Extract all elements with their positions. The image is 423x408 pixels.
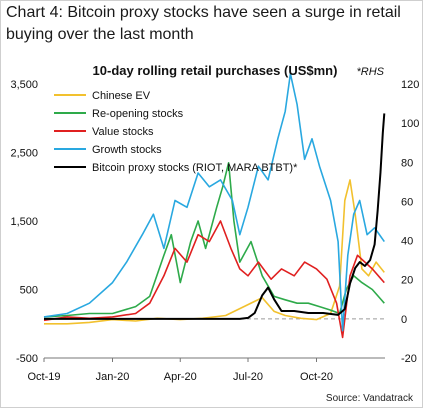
legend-label: Growth stocks [92,144,162,156]
figure-title-line-1: Chart 4: Bitcoin proxy stocks have seen … [6,4,401,21]
source-note: Source: Vandatrack [325,393,413,404]
legend-label: Re-opening stocks [92,108,184,120]
series-line-3 [43,220,385,339]
plot-frame [44,318,385,359]
x-tick-label: Jul-20 [233,371,263,383]
figure-title-line-2: buying over the last month [6,26,194,43]
y-right-tick-label: 80 [401,157,413,169]
chart-title: 10-day rolling retail purchases (US$mn) [93,63,338,78]
axis-layer: -500 500 1,500 2,500 3,500 -20 0 20 40 60 80 100 120… [10,79,419,383]
y-left-tick-label: 3,500 [10,79,38,91]
legend-label: Bitcoin proxy stocks (RIOT, MARA BTBT)* [92,162,298,174]
legend: Chinese EV Re-opening stocks Value stocks G… [54,90,298,174]
x-tick-label: Oct-20 [300,371,333,383]
y-right-tick-label: 20 [401,275,413,287]
x-tick-label: Jan-20 [96,371,130,383]
y-left-tick-label: -500 [16,353,38,365]
x-tick-label: Apr-20 [164,371,197,383]
y-left-tick-label: 500 [20,285,38,297]
y-left-tick-label: 1,500 [10,216,38,228]
y-right-tick-label: 100 [401,118,419,130]
series-line-1 [44,179,385,325]
y-right-tick-label: -20 [401,353,417,365]
legend-label: Value stocks [92,126,154,138]
rhs-note: *RHS [356,66,384,78]
y-right-tick-label: 0 [401,314,407,326]
y-right-tick-label: 40 [401,236,413,248]
y-right-tick-label: 60 [401,196,413,208]
y-right-tick-label: 120 [401,79,419,91]
y-left-tick-label: 2,500 [10,148,38,160]
series-line-5 [44,113,386,320]
series-layer [43,72,386,339]
legend-label: Chinese EV [92,90,151,102]
series-line-4 [43,72,385,332]
x-tick-label: Oct-19 [27,371,60,383]
